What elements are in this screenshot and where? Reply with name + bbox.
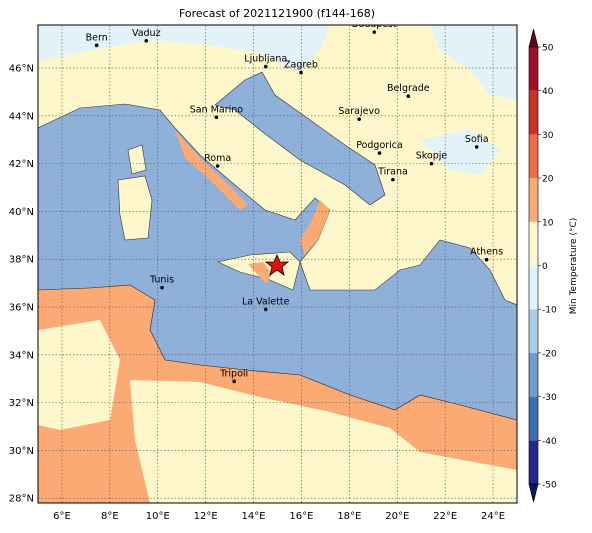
colorbar-segment [529, 309, 538, 353]
lon-tick-label: 14°E [242, 511, 266, 522]
land [38, 320, 120, 430]
colorbar-tick-label: -50 [542, 481, 557, 491]
city-marker [144, 38, 149, 43]
map-frame [37, 24, 518, 504]
lat-tick-label: 46°N [9, 64, 34, 75]
lon-tick-label: 20°E [385, 511, 409, 522]
city-label: Podgorica [356, 140, 403, 151]
lat-tick-label: 38°N [9, 255, 34, 266]
colorbar-extension [528, 28, 539, 48]
sardinia [117, 175, 153, 241]
lat-tick-label: 44°N [9, 111, 34, 122]
lat-tick-label: 36°N [9, 303, 34, 314]
city-marker [474, 145, 479, 149]
colorbar-segment [529, 440, 538, 484]
city-label: San Marino [190, 104, 243, 115]
lon-tick-label: 8°E [101, 511, 119, 522]
event-marker [264, 253, 290, 276]
cold-area [38, 25, 330, 72]
city-marker [357, 117, 361, 121]
city-label: Roma [204, 153, 231, 164]
city-marker [160, 285, 164, 290]
colorbar-tick-label: -40 [542, 437, 557, 447]
land [470, 175, 500, 210]
city-marker [391, 177, 395, 182]
city-marker [377, 151, 382, 155]
axes: 6°E 8°E 10°E 12°E 14°E 16°E 18°E 20°E 22°E 24°E 28… [9, 64, 505, 522]
lon-tick-label: 12°E [194, 511, 218, 522]
lon-tick-label: 6°E [53, 511, 71, 522]
colorbar-segment [529, 134, 538, 179]
city-marker [299, 70, 303, 75]
city-label: Zagreb [284, 60, 318, 71]
warm-area [248, 262, 272, 284]
city-label: Vaduz [132, 28, 161, 39]
colorbar-tick-label: 10 [542, 218, 554, 228]
title: Forecast of 2021121900 (f144-168) [179, 7, 375, 20]
warm-area [175, 130, 248, 210]
colorbar-tick-label: -10 [542, 306, 557, 316]
colorbar-segment [529, 352, 538, 397]
colorbar-tick-label: 40 [542, 87, 554, 97]
city-marker [429, 161, 434, 166]
lat-tick-label: 40°N [9, 207, 34, 218]
city-label: Skopje [416, 151, 448, 162]
city-marker [215, 164, 220, 168]
colorbar-segment [529, 90, 538, 135]
city-label: La Valette [242, 296, 290, 307]
sea [214, 71, 386, 206]
warm-area [300, 200, 330, 255]
city-marker [263, 307, 268, 312]
lon-tick-label: 18°E [337, 511, 361, 522]
colorbar-segment [529, 396, 538, 441]
city-marker [484, 257, 489, 262]
colorbar-tick-label: 20 [542, 175, 554, 185]
city-label: Tirana [377, 167, 408, 178]
cold-area [430, 25, 517, 100]
city-label: Tripoli [219, 368, 248, 379]
lon-tick-label: 22°E [433, 511, 457, 522]
city-marker [263, 64, 268, 69]
city-label: Budapest [352, 19, 397, 30]
city-label: Ljubljana [244, 54, 287, 65]
colorbar-label: Min Temperature (°C) [569, 218, 579, 315]
city-label: Sarajevo [338, 106, 380, 117]
colorbar-tick-label: 0 [542, 262, 548, 272]
city-label: Bern [86, 32, 108, 43]
colorbar: -50 -40 -30 -20 -10 0 10 20 30 40 50 [528, 28, 557, 503]
city-label: Sofia [465, 134, 489, 145]
colorbar-segment [529, 47, 538, 91]
city-marker [214, 115, 219, 120]
city-marker [94, 43, 99, 48]
colorbar-tick-label: 30 [542, 131, 554, 141]
colorbar-segment [529, 178, 538, 222]
lat-tick-label: 28°N [9, 494, 34, 505]
colorbar-extension [528, 483, 539, 503]
corsica [127, 144, 147, 175]
city-label: Belgrade [387, 83, 430, 94]
colorbar-tick-label: 50 [542, 44, 554, 54]
city-label: Athens [470, 247, 503, 258]
lat-tick-label: 32°N [9, 398, 34, 409]
lat-tick-label: 42°N [9, 159, 34, 170]
city-marker [372, 30, 377, 34]
colorbar-tick-label: -20 [542, 349, 557, 359]
land [130, 380, 517, 503]
city-label: Tunis [149, 275, 174, 286]
colorbar-segment [529, 221, 538, 266]
lat-tick-label: 30°N [9, 446, 34, 457]
colorbar-tick-label: -30 [542, 393, 557, 403]
colorbar-segment [529, 265, 538, 310]
lat-tick-label: 34°N [9, 350, 34, 361]
lon-tick-label: 10°E [146, 511, 170, 522]
lon-tick-label: 24°E [481, 511, 505, 522]
city-marker [232, 379, 236, 384]
city-marker [406, 94, 411, 99]
lon-tick-label: 16°E [289, 511, 313, 522]
